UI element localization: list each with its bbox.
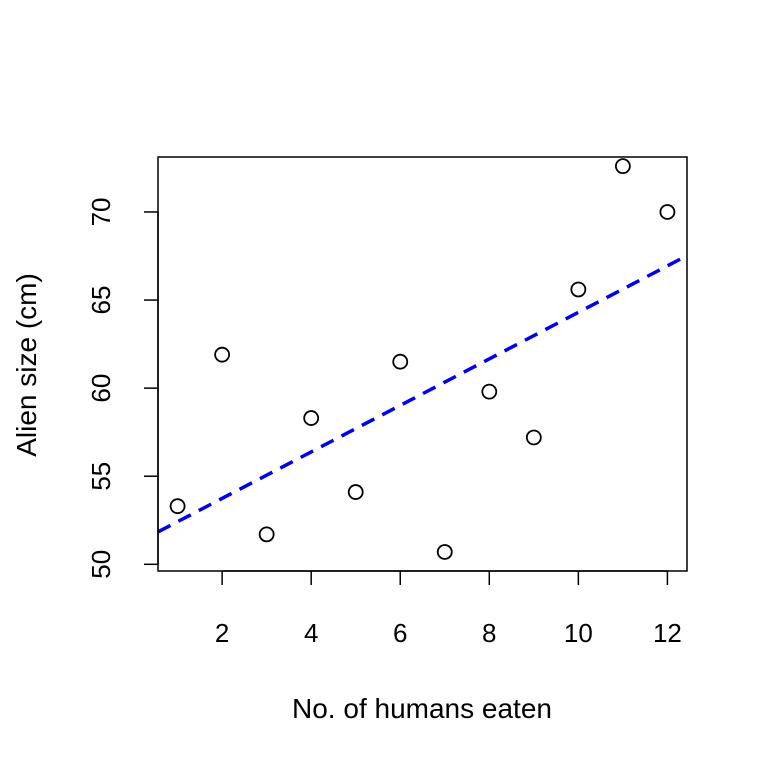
axes: 2 4 6 8 10 12 50 55 60 65 70 bbox=[86, 156, 688, 648]
data-point bbox=[392, 353, 409, 370]
data-point bbox=[436, 544, 453, 560]
plot-frame bbox=[157, 156, 688, 572]
y-tick-label: 55 bbox=[86, 462, 116, 491]
data-point bbox=[481, 383, 498, 400]
x-tick-label: 8 bbox=[482, 618, 496, 648]
data-point bbox=[169, 498, 186, 515]
data-point bbox=[570, 281, 587, 298]
x-tick-label: 2 bbox=[215, 618, 229, 648]
x-tick-label: 10 bbox=[564, 618, 593, 648]
regression-line bbox=[158, 254, 687, 534]
x-tick-label: 6 bbox=[393, 618, 407, 648]
x-tick-label: 4 bbox=[304, 618, 318, 648]
y-tick-label: 70 bbox=[86, 198, 116, 227]
data-point bbox=[214, 346, 231, 363]
x-tick-label: 12 bbox=[653, 618, 682, 648]
y-tick-label: 65 bbox=[86, 286, 116, 315]
y-axis-title: Alien size (cm) bbox=[11, 273, 42, 457]
x-axis-title: No. of humans eaten bbox=[292, 693, 552, 724]
y-tick-label: 60 bbox=[86, 374, 116, 403]
data-point bbox=[347, 484, 364, 500]
data-point bbox=[303, 410, 320, 426]
y-tick-label: 50 bbox=[86, 550, 116, 579]
data-point bbox=[659, 204, 676, 220]
data-point bbox=[614, 158, 631, 175]
data-point bbox=[258, 526, 275, 543]
plot-marks bbox=[158, 158, 687, 560]
data-point bbox=[525, 429, 542, 446]
